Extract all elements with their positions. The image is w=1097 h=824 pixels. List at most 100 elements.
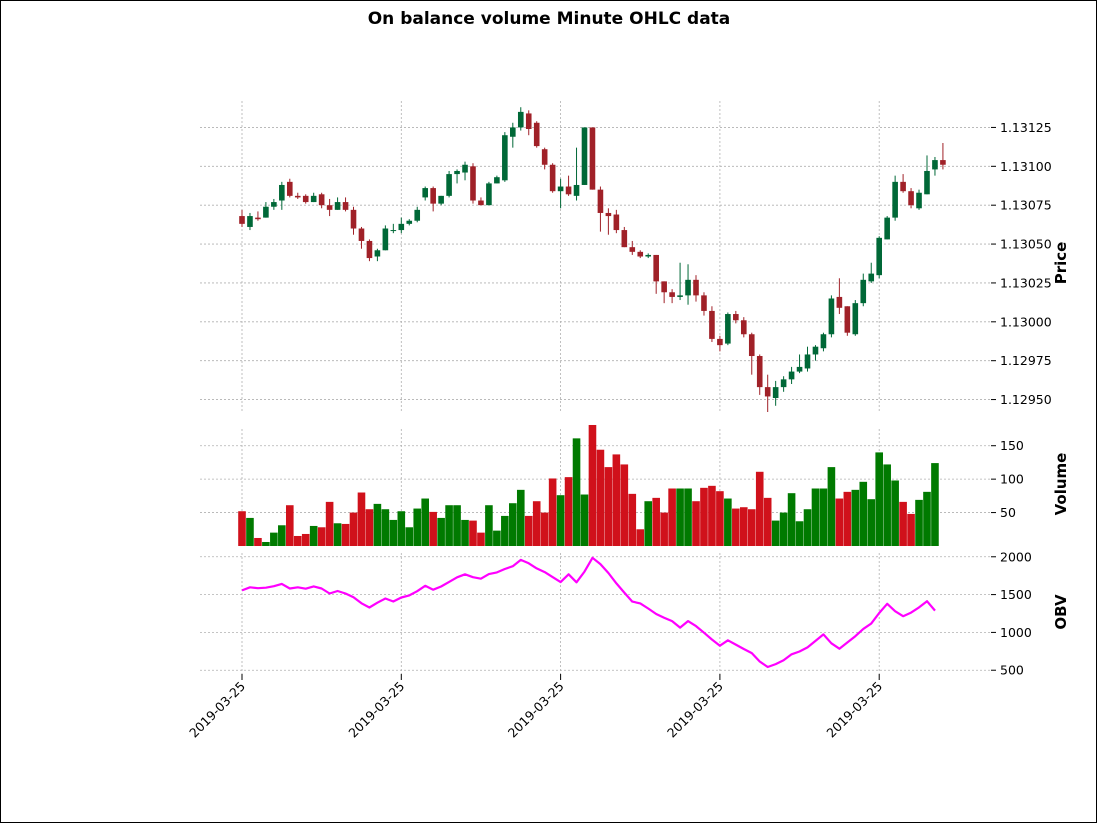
- volume-bar: [389, 519, 398, 546]
- candle-body: [470, 166, 476, 201]
- candle-body: [852, 303, 859, 335]
- volume-bar: [325, 501, 334, 546]
- candle-body: [701, 295, 707, 311]
- candle-body: [541, 149, 548, 165]
- candle-body: [772, 387, 779, 399]
- candle-body: [717, 338, 723, 346]
- volume-bar: [771, 520, 780, 546]
- volume-bar: [843, 491, 852, 546]
- candle-body: [764, 387, 771, 397]
- volume-bar: [787, 493, 796, 546]
- candle-body: [239, 216, 245, 224]
- volume-bar: [278, 525, 286, 546]
- candle-body: [868, 273, 875, 282]
- candle-body: [940, 160, 946, 165]
- candle-body: [653, 254, 659, 282]
- candle-body: [621, 230, 628, 248]
- candle-body: [788, 371, 795, 380]
- volume-y-tick-label: 150: [1000, 438, 1024, 453]
- candle-body: [422, 188, 428, 198]
- candle-body: [812, 346, 819, 355]
- candle-body: [510, 127, 516, 137]
- candle-body: [318, 194, 325, 206]
- candle-body: [414, 209, 421, 221]
- candle-body: [685, 279, 691, 296]
- candle-body: [637, 251, 644, 257]
- volume-bar: [437, 517, 445, 546]
- volume-y-tick-label: 50: [1000, 505, 1016, 520]
- volume-bar: [684, 488, 692, 546]
- candle-body: [438, 195, 444, 204]
- volume-bar: [453, 505, 461, 546]
- candle-body: [748, 334, 755, 357]
- obv-axis-label: OBV: [1052, 594, 1070, 630]
- volume-bar: [501, 515, 509, 546]
- volume-bar: [532, 501, 541, 546]
- candle-body: [382, 228, 389, 251]
- candle-body: [271, 202, 277, 207]
- candle-body: [581, 127, 588, 185]
- candle-body: [494, 177, 500, 184]
- candle-body: [876, 237, 882, 276]
- volume-bar: [405, 527, 414, 546]
- volume-bar: [445, 505, 453, 546]
- candle-body: [478, 200, 484, 206]
- candle-body: [326, 205, 333, 210]
- candle-body: [358, 228, 365, 241]
- candle-body: [693, 279, 699, 296]
- candle-body: [908, 191, 914, 206]
- volume-bar: [811, 488, 820, 546]
- price-y-tick-label: 1.13050: [1000, 237, 1052, 252]
- volume-bar: [564, 477, 573, 546]
- volume-bar: [556, 495, 565, 546]
- volume-bar: [732, 508, 740, 546]
- candle-body: [589, 127, 596, 190]
- volume-bar: [763, 497, 772, 546]
- volume-bar: [923, 491, 931, 546]
- volume-bar: [349, 512, 358, 546]
- price-axis-label: Price: [1052, 242, 1070, 285]
- candle-body: [573, 184, 580, 196]
- chart-title: On balance volume Minute OHLC data: [368, 9, 731, 29]
- volume-bar: [612, 454, 621, 546]
- candle-body: [613, 214, 620, 231]
- candle-body: [374, 250, 381, 257]
- candle-body: [517, 111, 524, 128]
- candle-body: [430, 188, 436, 204]
- candle-body: [597, 189, 604, 213]
- volume-bar: [676, 488, 684, 546]
- volume-bar: [365, 509, 374, 546]
- candle-body: [820, 334, 827, 349]
- candle-body: [390, 230, 397, 232]
- volume-bar: [429, 511, 437, 546]
- candle-body: [454, 170, 460, 175]
- volume-bar: [620, 464, 629, 546]
- price-y-tick-label: 1.13100: [1000, 159, 1052, 174]
- volume-bar: [341, 523, 350, 546]
- candle-body: [310, 195, 317, 203]
- volume-bar: [859, 481, 868, 546]
- candle-body: [279, 184, 285, 201]
- obv-y-tick-label: 1000: [1000, 625, 1032, 640]
- candle-body: [645, 254, 652, 257]
- price-y-tick-label: 1.13125: [1000, 120, 1052, 135]
- volume-bar: [739, 507, 748, 546]
- candle-body: [366, 240, 373, 259]
- volume-bar: [819, 488, 828, 546]
- x-tick-label: 2019-03-25: [823, 679, 885, 741]
- x-tick-label: 2019-03-25: [345, 679, 407, 741]
- volume-bar: [668, 488, 676, 546]
- volume-bar: [493, 530, 501, 546]
- obv-line: [241, 556, 936, 669]
- volume-bar: [572, 438, 581, 546]
- candle-body: [756, 356, 763, 388]
- volume-bar: [867, 499, 876, 546]
- x-tick-label: 2019-03-25: [664, 679, 726, 741]
- candle-body: [342, 202, 349, 210]
- candle-body: [302, 195, 309, 203]
- volume-bar: [580, 494, 589, 546]
- obv-panel: [241, 556, 936, 669]
- volume-bar: [795, 521, 804, 546]
- volume-bar: [716, 491, 724, 546]
